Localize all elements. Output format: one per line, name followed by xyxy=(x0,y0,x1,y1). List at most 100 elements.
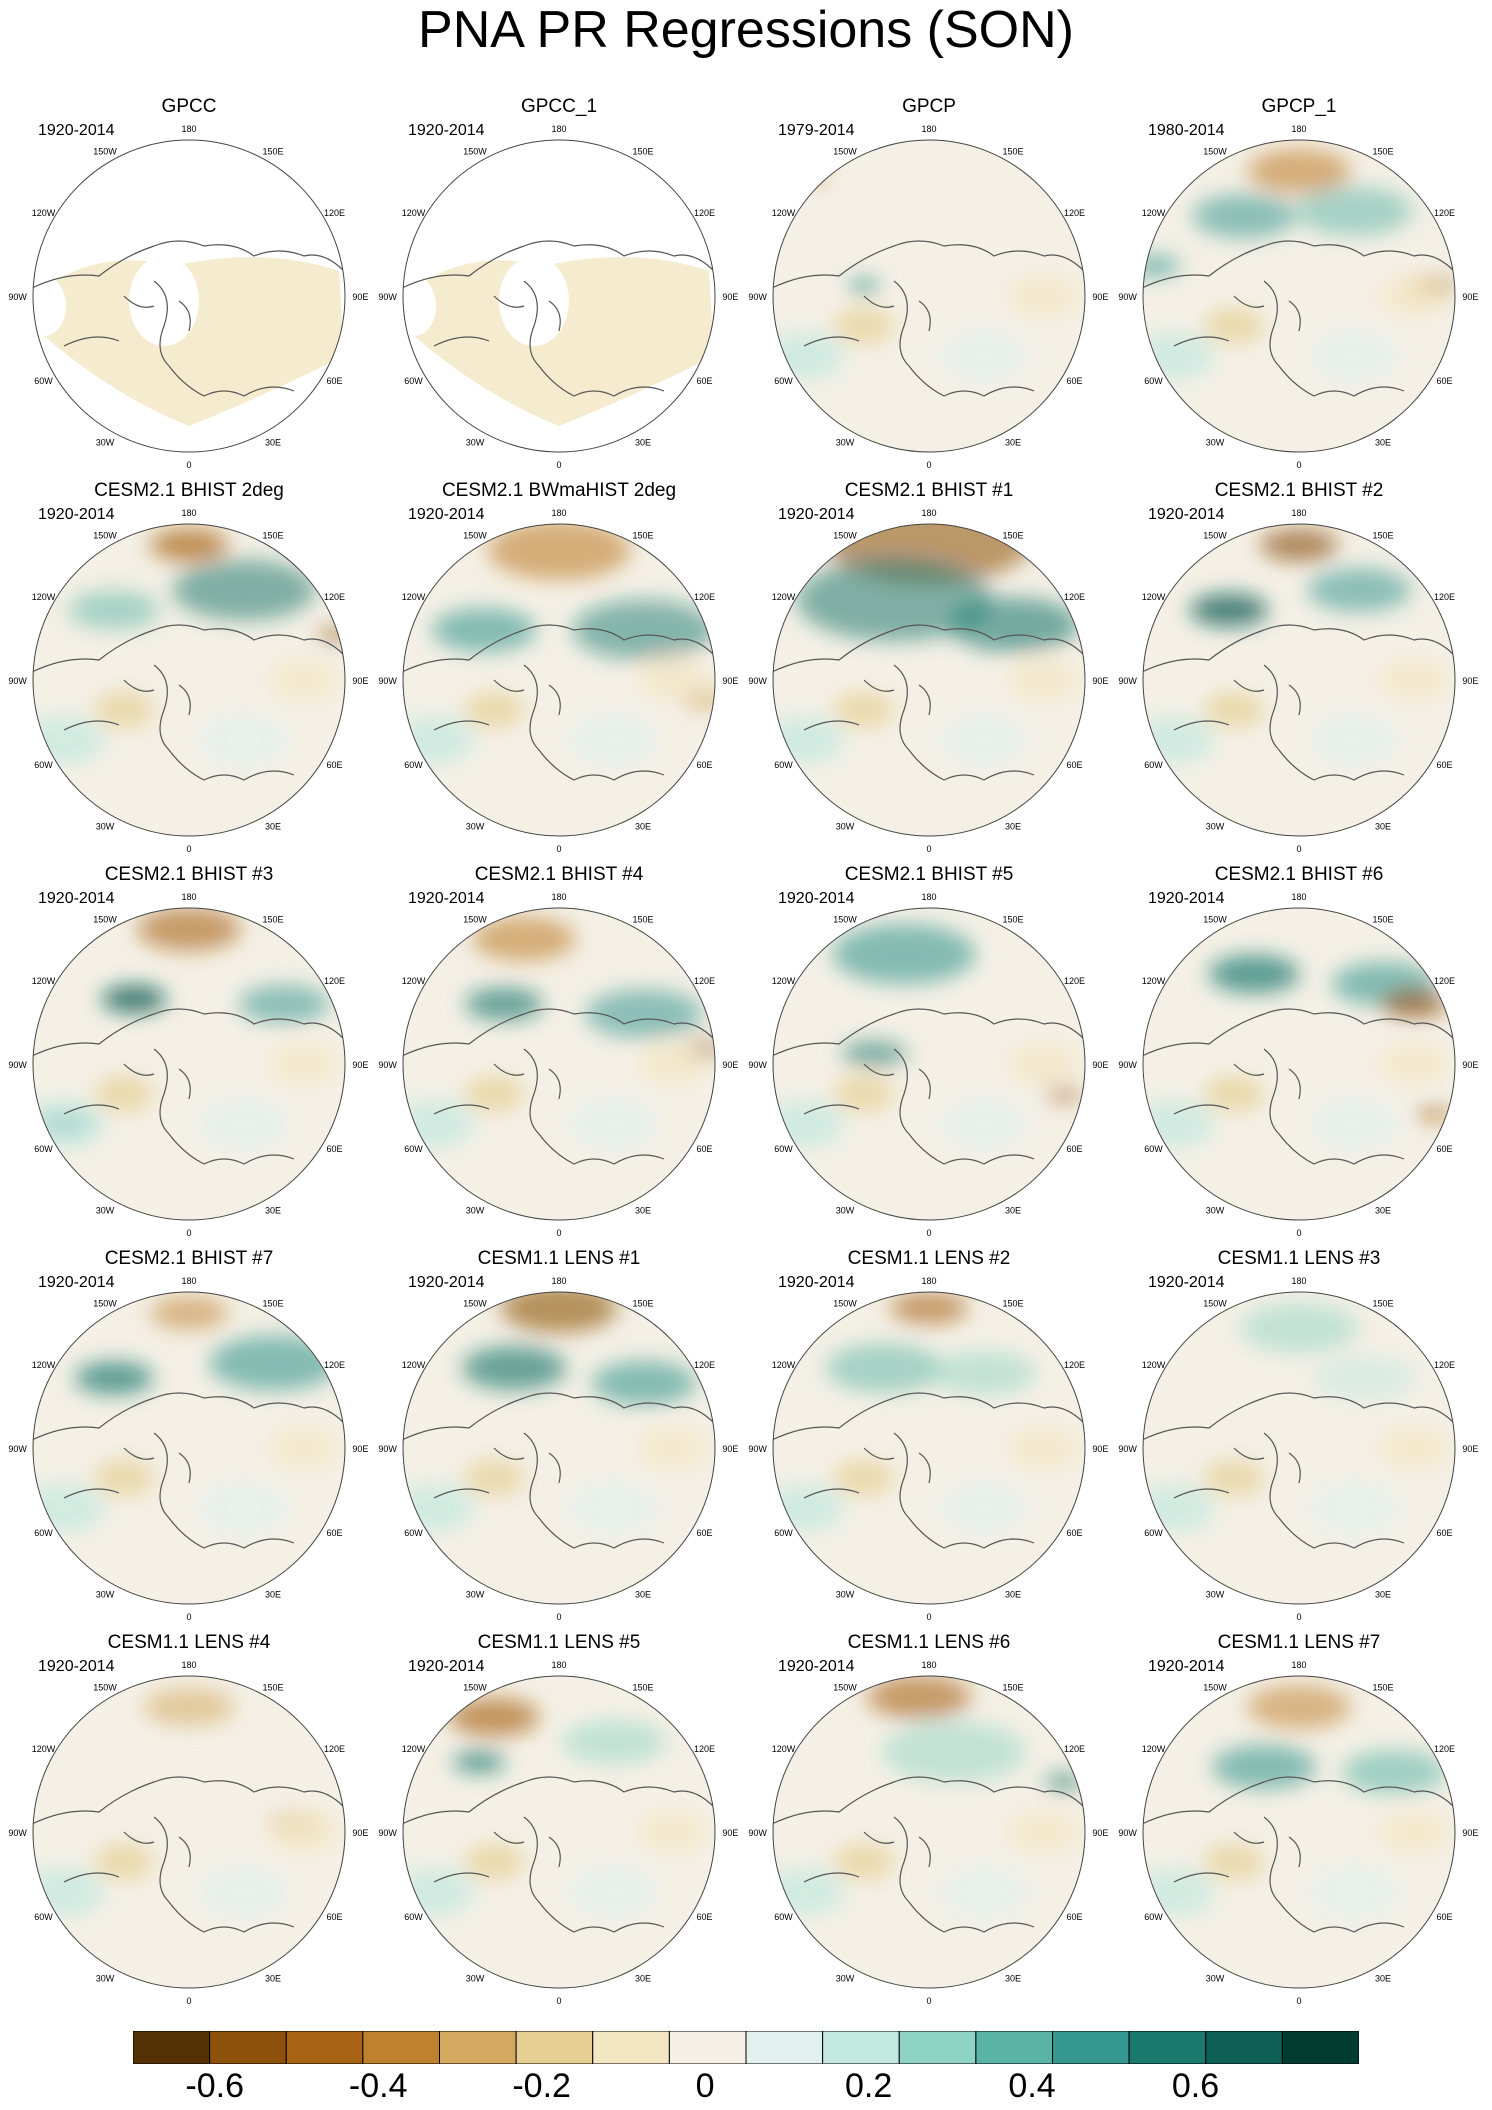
anomaly-region xyxy=(462,1346,566,1390)
longitude-label: 180 xyxy=(551,508,566,518)
anomaly-region xyxy=(834,308,894,344)
colorbar-swatch xyxy=(285,2031,364,2064)
longitude-label: 60W xyxy=(404,376,423,386)
longitude-label: 120E xyxy=(1064,1360,1085,1370)
longitude-label: 90W xyxy=(1118,1444,1137,1454)
polar-map: 180 150E 120E 90E 60E 30E 0 30W 60W 90W 120W 150W xyxy=(748,1276,1108,1622)
longitude-label: 120W xyxy=(32,592,56,602)
longitude-label: 60E xyxy=(326,760,342,770)
anomaly-region xyxy=(1309,713,1399,767)
anomaly-region xyxy=(150,1296,228,1330)
anomaly-region xyxy=(1247,149,1351,193)
longitude-label: 120W xyxy=(402,1360,426,1370)
longitude-label: 30E xyxy=(1005,437,1021,447)
anomaly-region xyxy=(939,329,1029,383)
anomaly-region xyxy=(569,1481,659,1535)
panel-period: 1920-2014 xyxy=(1148,1274,1225,1291)
coastline xyxy=(403,1008,715,1165)
anomaly-region xyxy=(825,1343,943,1393)
longitude-label: 150E xyxy=(1372,1299,1393,1309)
anomaly-region xyxy=(1044,1773,1084,1791)
longitude-label: 30W xyxy=(1206,1589,1225,1599)
longitude-label: 60W xyxy=(774,1528,793,1538)
panel-title: CESM1.1 LENS #4 xyxy=(107,1632,271,1653)
coastline xyxy=(403,624,715,781)
longitude-label: 150W xyxy=(93,531,117,541)
map-boundary xyxy=(402,523,716,837)
longitude-label: 180 xyxy=(551,1660,566,1670)
map-boundary xyxy=(32,1675,346,1989)
longitude-label: 90W xyxy=(378,1828,397,1838)
panel-period: 1920-2014 xyxy=(38,1658,115,1675)
longitude-label: 150W xyxy=(1203,531,1227,541)
longitude-label: 90W xyxy=(378,1060,397,1070)
longitude-label: 60E xyxy=(1436,376,1452,386)
polar-map: 180 150E 120E 90E 60E 30E 0 30W 60W 90W 120W 150W xyxy=(378,124,738,470)
longitude-label: 30W xyxy=(1206,1205,1225,1215)
panel-title: CESM1.1 LENS #7 xyxy=(1217,1632,1381,1653)
map-panel: CESM1.1 LENS #4 1920-2014 180 150E 120E 90E 60… xyxy=(4,1632,374,2012)
longitude-label: 120E xyxy=(1064,976,1085,986)
panel-period: 1920-2014 xyxy=(778,890,855,907)
longitude-label: 90E xyxy=(722,1828,738,1838)
map-boundary xyxy=(32,523,346,837)
longitude-label: 30E xyxy=(265,1589,281,1599)
map-boundary xyxy=(772,139,1086,453)
map-boundary xyxy=(1142,139,1456,453)
coastline xyxy=(773,1392,1085,1549)
longitude-label: 30W xyxy=(1206,1973,1225,1983)
panel-title: CESM1.1 LENS #2 xyxy=(847,1248,1011,1269)
longitude-label: 60W xyxy=(34,1912,53,1922)
longitude-label: 120E xyxy=(694,1744,715,1754)
longitude-label: 90E xyxy=(1462,1444,1478,1454)
anomaly-region xyxy=(33,716,104,764)
longitude-label: 60W xyxy=(404,760,423,770)
anomaly-region xyxy=(403,1484,474,1532)
anomaly-region xyxy=(569,713,659,767)
longitude-label: 180 xyxy=(181,1276,196,1286)
longitude-label: 0 xyxy=(1296,460,1301,470)
longitude-label: 150E xyxy=(1372,531,1393,541)
colorbar-swatch xyxy=(1128,2031,1207,2064)
longitude-label: 90W xyxy=(748,292,767,302)
longitude-label: 90W xyxy=(748,1060,767,1070)
anomaly-region xyxy=(94,1460,154,1496)
longitude-label: 0 xyxy=(926,460,931,470)
anomaly-region xyxy=(882,1721,1026,1783)
longitude-label: 60E xyxy=(1066,1144,1082,1154)
longitude-label: 150E xyxy=(262,1683,283,1693)
longitude-label: 90E xyxy=(352,1444,368,1454)
polar-map: 180 150E 120E 90E 60E 30E 0 30W 60W 90W 120W 150W xyxy=(1118,508,1478,854)
longitude-label: 30E xyxy=(635,1589,651,1599)
longitude-label: 120W xyxy=(1142,1360,1166,1370)
longitude-label: 0 xyxy=(1296,844,1301,854)
anomaly-region xyxy=(137,908,241,951)
anomaly-region xyxy=(453,1751,505,1773)
longitude-label: 90W xyxy=(1118,1060,1137,1070)
anomaly-region xyxy=(1204,308,1264,344)
coastline xyxy=(403,1392,715,1549)
longitude-label: 90W xyxy=(748,1444,767,1454)
longitude-label: 30W xyxy=(836,437,855,447)
panel-period: 1920-2014 xyxy=(1148,1658,1225,1675)
longitude-label: 90E xyxy=(722,1060,738,1070)
anomaly-region xyxy=(464,692,524,728)
longitude-label: 120W xyxy=(402,1744,426,1754)
figure-title: PNA PR Regressions (SON) xyxy=(418,1,1074,59)
longitude-label: 30W xyxy=(96,821,115,831)
longitude-label: 0 xyxy=(556,1996,561,2006)
longitude-label: 120E xyxy=(324,1360,345,1370)
longitude-label: 120E xyxy=(324,208,345,218)
anomaly-region xyxy=(773,1100,844,1148)
anomaly-region xyxy=(1009,1043,1079,1085)
missing-data-region xyxy=(33,276,66,336)
panel-period: 1920-2014 xyxy=(408,1274,485,1291)
colorbar-swatch xyxy=(515,2031,594,2064)
longitude-label: 0 xyxy=(186,1996,191,2006)
longitude-label: 90E xyxy=(352,292,368,302)
map-panel: GPCP_1 1980-2014 180 150E 120E 90E 60E 30E 0 30W 6… xyxy=(1114,96,1484,476)
longitude-label: 30W xyxy=(466,821,485,831)
longitude-label: 120W xyxy=(772,208,796,218)
longitude-label: 90E xyxy=(1092,676,1108,686)
map-boundary xyxy=(772,1291,1086,1605)
